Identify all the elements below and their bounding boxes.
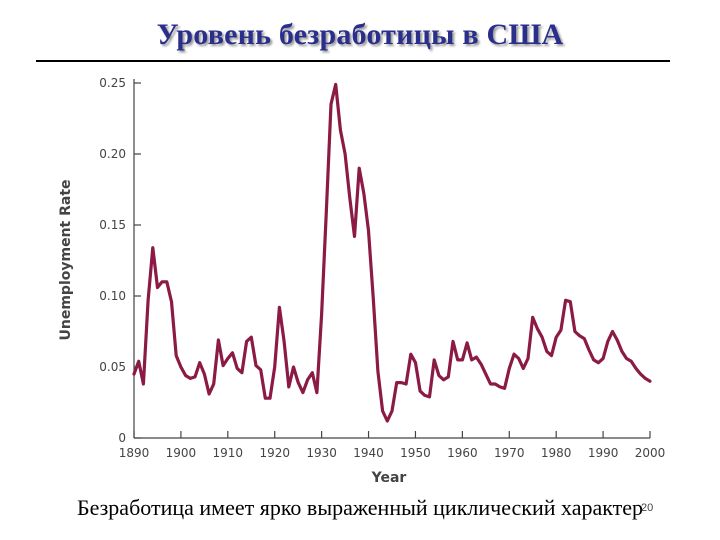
x-tick-label: 1940 [353,446,384,460]
x-tick-label: 1960 [447,446,478,460]
x-tick-label: 1950 [400,446,431,460]
x-axis-label: Year [371,470,407,486]
chart-axes: 0 0.05 0.10 0.15 0.20 0.25 1890 1900 1910 1920 193… [99,76,665,460]
page-number: 20 [641,502,654,514]
y-tick-label: 0.20 [99,147,126,161]
x-tick-label: 1910 [213,446,244,460]
slide-caption: Безработица имеет ярко выраженный циклич… [76,495,644,520]
x-tick-label: 1970 [494,446,525,460]
y-tick-label: 0.15 [99,218,126,232]
x-tick-label: 1930 [306,446,337,460]
x-tick-label: 1890 [119,446,150,460]
x-tick-label: 2000 [635,446,666,460]
x-tick-label: 1920 [259,446,290,460]
y-tick-label: 0.25 [99,76,126,90]
x-tick-label: 1980 [541,446,572,460]
y-axis-label: Unemployment Rate [58,179,74,340]
x-tick-label: 1990 [588,446,619,460]
series-line-unemployment [132,82,652,423]
y-tick-label: 0 [118,431,126,445]
y-tick-label: 0.10 [99,289,126,303]
title-divider [36,60,670,62]
y-tick-label: 0.05 [99,360,126,374]
slide-title: Уровень безработицы в США [156,18,564,51]
x-tick-label: 1900 [166,446,197,460]
